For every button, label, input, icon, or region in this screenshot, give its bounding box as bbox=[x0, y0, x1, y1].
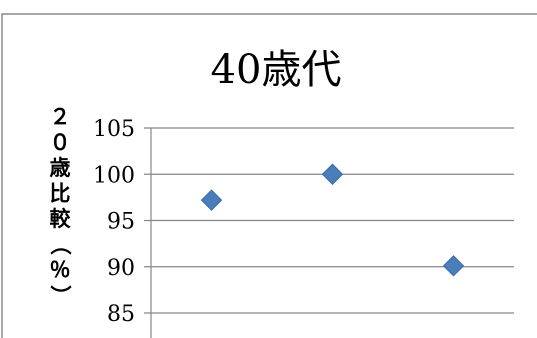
y-tick-label: 95 bbox=[107, 210, 135, 235]
y-tick-labels: 105 100 95 90 85 bbox=[93, 117, 135, 327]
gridlines bbox=[144, 127, 514, 338]
y-tick-label: 90 bbox=[107, 256, 135, 281]
y-axis-label-char: （ bbox=[48, 234, 72, 255]
data-point bbox=[200, 189, 223, 211]
y-tick-label: 105 bbox=[93, 117, 135, 142]
chart-frame bbox=[1, 13, 537, 338]
y-axis-label-char: 歳 bbox=[50, 156, 71, 180]
y-axis-label-char: ２ bbox=[50, 105, 71, 129]
data-points bbox=[200, 163, 465, 277]
y-axis-label-char: ） bbox=[48, 285, 72, 306]
y-axis-label-char: ０ bbox=[50, 131, 71, 155]
y-tick-label: 85 bbox=[107, 302, 135, 327]
y-axis-label-char: 比 bbox=[50, 182, 71, 206]
chart-title: 40歳代 bbox=[211, 47, 342, 93]
y-axis-label-char: ％ bbox=[50, 258, 71, 282]
y-tick-label: 100 bbox=[93, 163, 135, 188]
data-point bbox=[442, 255, 465, 277]
y-axis-label-char: 較 bbox=[50, 207, 72, 231]
data-point bbox=[321, 163, 344, 185]
